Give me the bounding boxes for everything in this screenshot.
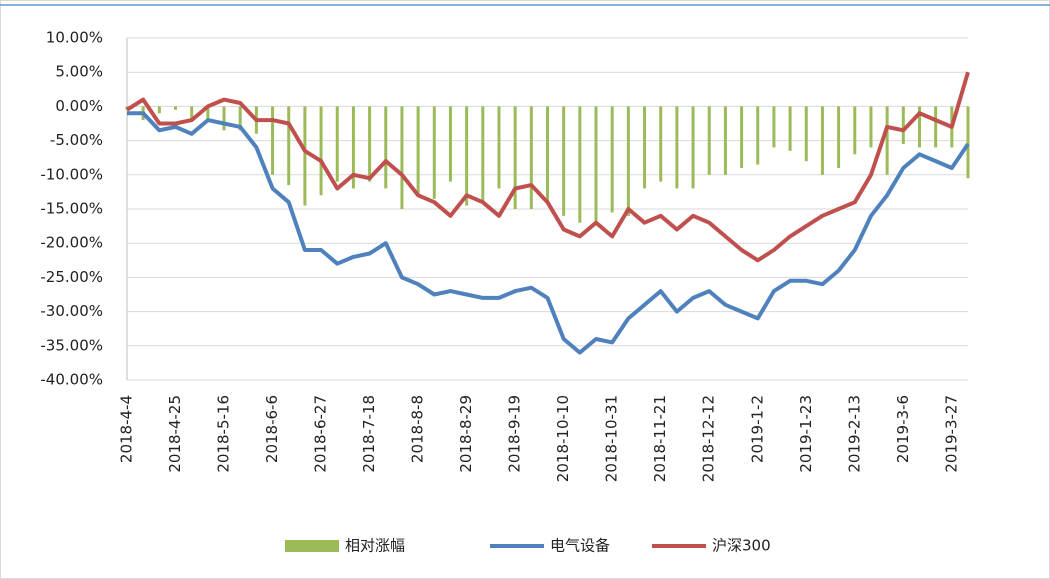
x-tick-label: 2018-12-12 — [700, 395, 718, 482]
x-tick-label: 2019-3-6 — [894, 395, 912, 463]
bar — [271, 106, 275, 175]
bar — [675, 106, 679, 189]
y-tick-label: -10.00% — [40, 165, 103, 183]
bar — [885, 106, 889, 175]
bar — [497, 106, 501, 189]
x-tick-label: 2018-9-19 — [506, 395, 524, 473]
bar — [643, 106, 647, 189]
bar — [400, 106, 404, 209]
x-tick-label: 2018-10-31 — [603, 395, 621, 482]
bar — [384, 106, 388, 189]
bar — [529, 106, 533, 209]
bar — [723, 106, 727, 175]
bar — [594, 106, 598, 223]
x-tick-label: 2019-1-23 — [797, 395, 815, 473]
y-tick-label: -25.00% — [40, 268, 103, 286]
legend-swatch — [285, 540, 339, 552]
x-tick-label: 2018-6-27 — [312, 395, 330, 473]
bar — [546, 106, 549, 203]
bar — [626, 106, 630, 216]
line-series — [125, 71, 970, 263]
bar — [351, 106, 355, 189]
bar — [772, 106, 776, 148]
bar — [853, 106, 857, 155]
bar — [222, 106, 226, 131]
bar — [238, 106, 242, 131]
y-tick-label: -20.00% — [40, 234, 103, 252]
bar — [174, 106, 178, 110]
bar — [319, 106, 323, 196]
x-tick-label: 2018-4-4 — [118, 395, 136, 463]
y-tick-label: -35.00% — [40, 336, 103, 354]
x-tick-label: 2018-5-16 — [215, 395, 233, 473]
bar — [869, 106, 873, 148]
bar — [303, 106, 307, 206]
x-tick-label: 2019-2-13 — [845, 395, 863, 473]
bar — [740, 106, 744, 168]
bar — [804, 106, 808, 162]
bar — [335, 106, 339, 182]
x-tick-label: 2018-8-29 — [457, 395, 475, 473]
bar — [287, 106, 291, 186]
bar — [416, 106, 420, 196]
bar — [659, 106, 663, 182]
y-tick-label: 5.00% — [55, 63, 103, 81]
y-tick-label: -15.00% — [40, 200, 103, 218]
bar — [966, 106, 970, 179]
x-tick-label: 2018-11-21 — [651, 395, 669, 482]
bar — [481, 106, 485, 203]
x-tick-label: 2018-4-25 — [166, 395, 184, 473]
x-tick-label: 2018-6-6 — [263, 395, 281, 463]
legend-label: 电气设备 — [550, 537, 610, 555]
bar — [513, 106, 517, 209]
x-tick-label: 2019-3-27 — [942, 395, 960, 473]
bar — [707, 106, 711, 175]
x-tick-label: 2018-7-18 — [360, 395, 378, 473]
bar — [190, 106, 194, 121]
bar — [934, 106, 938, 148]
bar — [432, 106, 436, 199]
bar — [448, 106, 452, 182]
bar — [788, 106, 792, 151]
bar — [901, 106, 905, 145]
x-tick-label: 2018-8-8 — [409, 395, 427, 463]
legend-label: 沪深300 — [712, 537, 771, 555]
legend-label: 相对涨幅 — [345, 537, 405, 555]
bar — [578, 106, 582, 223]
y-tick-label: -30.00% — [40, 302, 103, 320]
x-tick-label: 2019-1-2 — [748, 395, 766, 463]
bar — [206, 106, 210, 121]
bar — [837, 106, 841, 168]
y-tick-label: -40.00% — [40, 371, 103, 389]
bar — [756, 106, 760, 165]
bar — [820, 106, 824, 175]
bar — [917, 106, 921, 148]
y-tick-label: -5.00% — [50, 131, 103, 149]
bar — [157, 106, 161, 114]
y-tick-label: 0.00% — [55, 97, 103, 115]
bar — [465, 106, 469, 206]
y-tick-label: 10.00% — [46, 29, 103, 47]
bar — [691, 106, 695, 189]
bar — [610, 106, 614, 213]
x-tick-label: 2018-10-10 — [554, 395, 572, 482]
bar — [368, 106, 372, 182]
bar — [562, 106, 566, 216]
line-series — [127, 111, 970, 355]
